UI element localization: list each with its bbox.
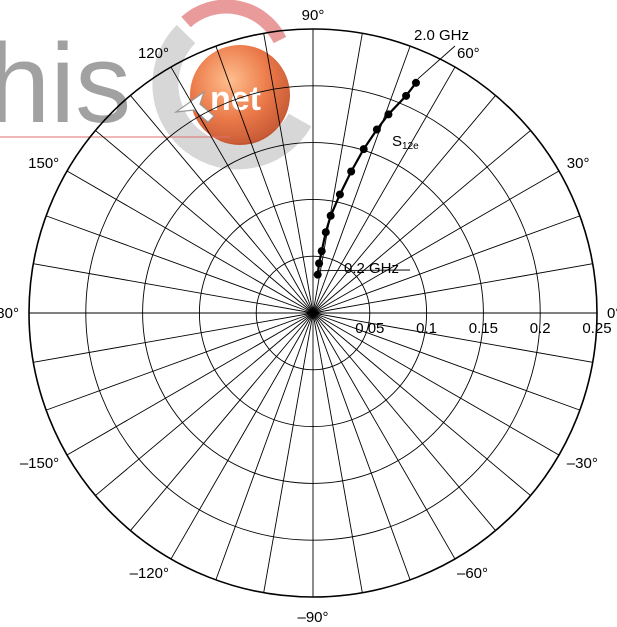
grid-spoke [66,312,314,456]
angle-label: –30° [567,455,598,472]
radial-tick-label: 0.25 [582,320,611,337]
radial-tick-label: 0.1 [416,320,437,337]
annotation-start: 0.2 GHz [344,260,399,277]
grid-spoke [45,215,314,314]
data-point [347,167,356,176]
series-label-subscript: 12e [402,141,419,152]
grid-spoke [33,312,314,363]
angle-label: 120° [138,45,169,62]
annotation-leader [317,269,411,272]
grid-spoke [45,312,314,411]
grid-spoke [95,130,314,314]
watermark-text: his [0,21,131,146]
angular-grid [29,29,597,597]
radial-tick-label: 0.2 [530,320,551,337]
watermark-arc [181,0,287,44]
radial-tick-label: 0.05 [355,320,384,337]
grid-spoke [312,312,456,560]
grid-ring [142,142,484,484]
grid-ring [198,198,428,428]
grid-spoke [66,170,314,314]
angle-label: 0° [607,305,617,322]
angle-labels: 90° 60° 30° 0° –30° –60° –90° –120° –150° 180° 150… [0,7,617,626]
series-s12e [313,78,420,279]
angle-label: –120° [130,565,169,582]
watermark-ring [152,24,312,170]
watermark-cursor [173,90,215,123]
data-point [315,259,324,268]
grid-spoke [312,312,363,593]
grid-ring [255,255,371,371]
watermark: hisnet [0,0,312,170]
angle-label: 150° [28,155,59,172]
grid-spoke [130,312,314,531]
grid-spoke [312,130,531,314]
radial-grid [28,28,598,598]
grid-spoke [312,312,496,531]
grid-spoke [312,312,560,456]
grid-spoke [312,263,593,314]
grid-ring [85,85,541,541]
watermark-orb [190,45,290,145]
grid-spoke [312,95,496,314]
annotation-end: 2.0 GHz [414,27,469,44]
grid-spoke [312,312,531,496]
data-point [411,78,420,87]
data-point [326,211,335,220]
angle-label: –90° [297,609,328,626]
grid-spoke [130,95,314,314]
series-line [316,82,417,275]
angle-label: 60° [457,45,480,62]
annotation-leader [417,45,456,80]
radial-tick-labels: 0.05 0.1 0.15 0.2 0.25 [355,320,611,337]
angle-label: –150° [20,455,59,472]
grid-spoke [215,312,314,581]
angle-label: –60° [457,565,488,582]
grid-spoke [312,66,456,314]
grid-spoke [312,312,593,363]
data-point [402,91,411,100]
data-point [313,270,322,279]
angle-label: 90° [302,7,325,24]
data-point [317,247,326,256]
grid-spoke [33,263,314,314]
angle-label: 30° [567,155,590,172]
grid-spoke [170,312,314,560]
data-point [372,125,381,134]
grid-spoke [312,215,581,314]
data-point [335,190,344,199]
grid-spoke [170,66,314,314]
grid-spoke [312,312,581,411]
grid-spoke [312,312,411,581]
data-point [384,110,393,119]
grid-spoke [312,45,411,314]
grid-spoke [215,45,314,314]
grid-spoke [263,33,314,314]
data-point [321,228,330,237]
grid-ring [28,28,598,598]
grid-spoke [95,312,314,496]
data-point [359,145,368,154]
angle-label: 180° [0,305,19,322]
grid-spoke [263,312,314,593]
radial-tick-label: 0.15 [469,320,498,337]
grid-spoke [312,170,560,314]
